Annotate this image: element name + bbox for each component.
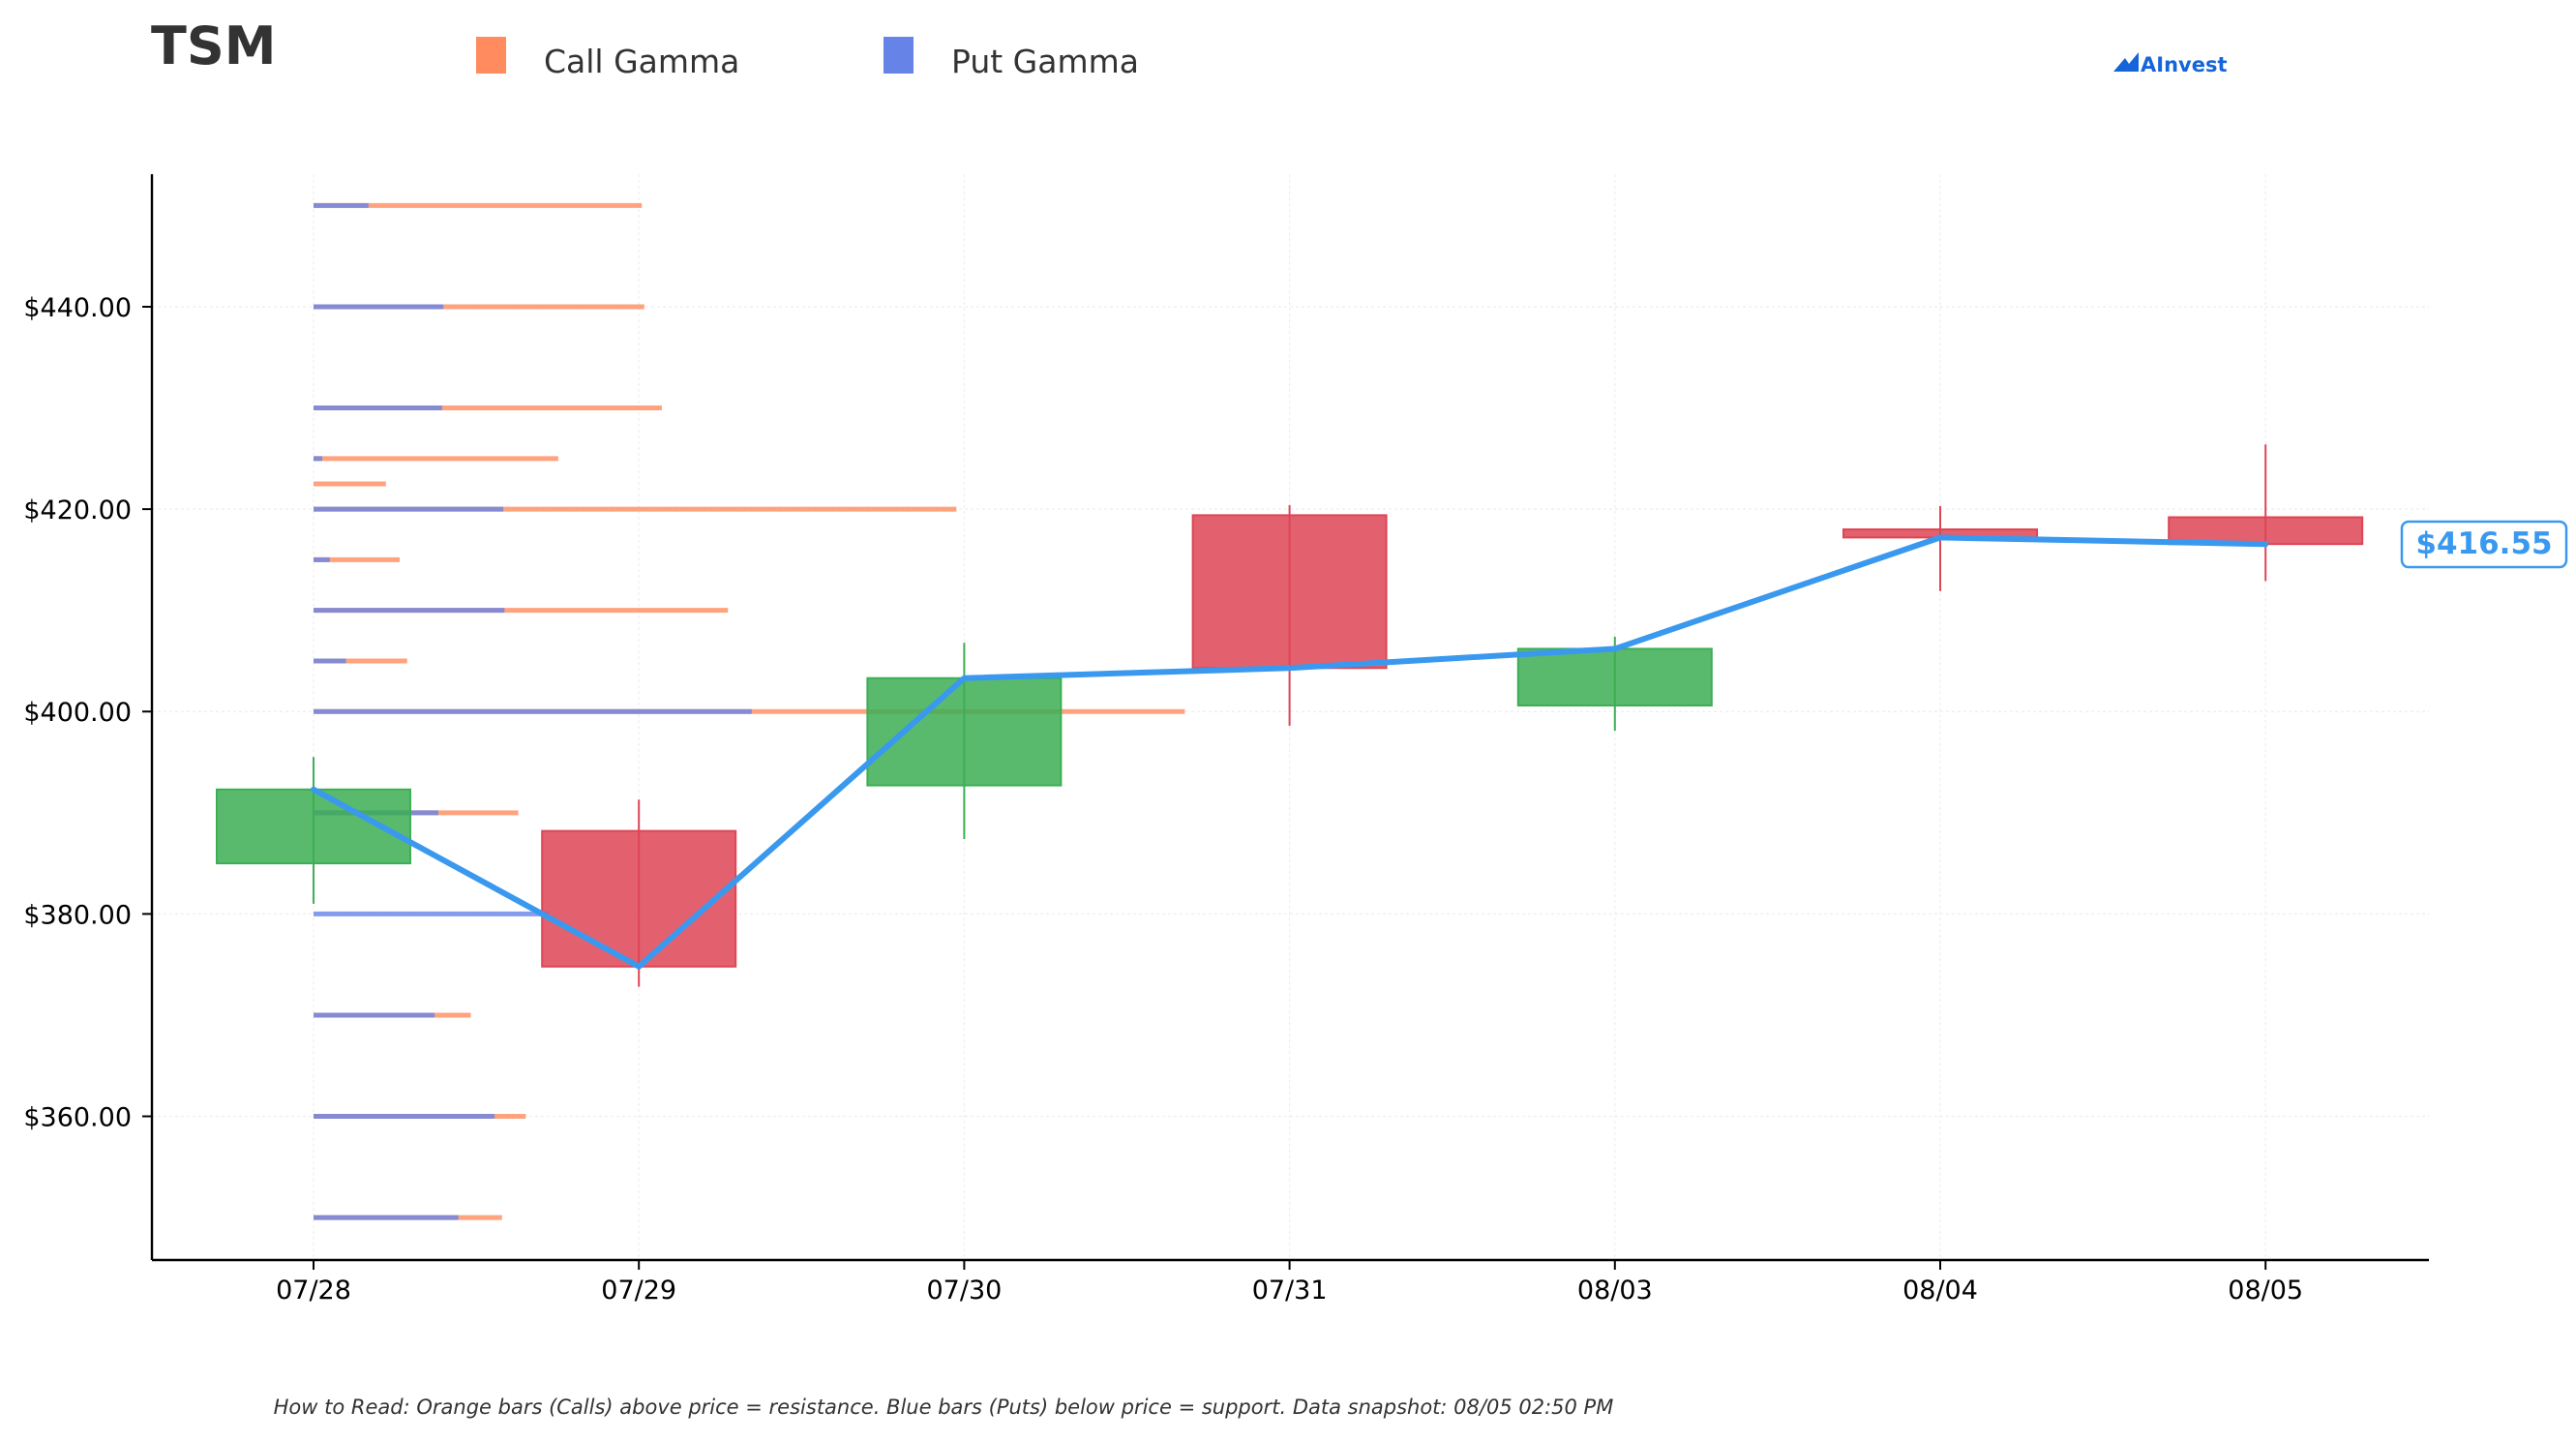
legend-call-label: Call Gamma	[544, 43, 739, 80]
candle-body	[1191, 514, 1388, 670]
current-price-badge: $416.55	[2400, 520, 2568, 569]
x-tick-label: 08/05	[2228, 1276, 2303, 1306]
y-tick-label: $380.00	[23, 900, 132, 930]
candle-body	[541, 829, 737, 968]
price-line	[311, 534, 2269, 970]
chart-title: TSM	[151, 15, 276, 76]
legend-put-swatch	[884, 37, 914, 74]
x-tick-label: 07/30	[926, 1276, 1002, 1306]
current-price-label: $416.55	[2415, 526, 2552, 561]
legend: Call Gamma Put Gamma	[476, 37, 1139, 80]
x-tick-label: 07/29	[601, 1276, 676, 1306]
brand-logo-icon	[2113, 52, 2139, 72]
candle-body	[2168, 516, 2364, 546]
candlesticks-layer	[216, 444, 2364, 987]
x-tick-label: 07/28	[276, 1276, 351, 1306]
legend-call-swatch	[476, 37, 506, 74]
price-line-layer	[311, 534, 2269, 970]
current-price-box	[2400, 520, 2568, 569]
y-tick-label: $440.00	[23, 293, 132, 323]
candle-body	[866, 676, 1063, 787]
x-tick-label: 07/31	[1252, 1276, 1328, 1306]
footnote: How to Read: Orange bars (Calls) above p…	[274, 1396, 1614, 1419]
gamma-bars-layer	[314, 202, 1185, 1220]
candle-body	[1516, 647, 1713, 706]
legend-put-label: Put Gamma	[951, 43, 1139, 80]
brand-logo: AInvest	[2113, 52, 2228, 76]
x-tick-label: 08/03	[1577, 1276, 1653, 1306]
labels-layer: $360.00 $380.00 $400.00 $420.00 $440.00 07/28…	[23, 293, 2303, 1306]
y-tick-label: $400.00	[23, 698, 132, 728]
y-tick-label: $420.00	[23, 495, 132, 525]
y-tick-label: $360.00	[23, 1103, 132, 1133]
brand-logo-text: AInvest	[2141, 53, 2228, 76]
x-tick-label: 08/04	[1902, 1276, 1978, 1306]
